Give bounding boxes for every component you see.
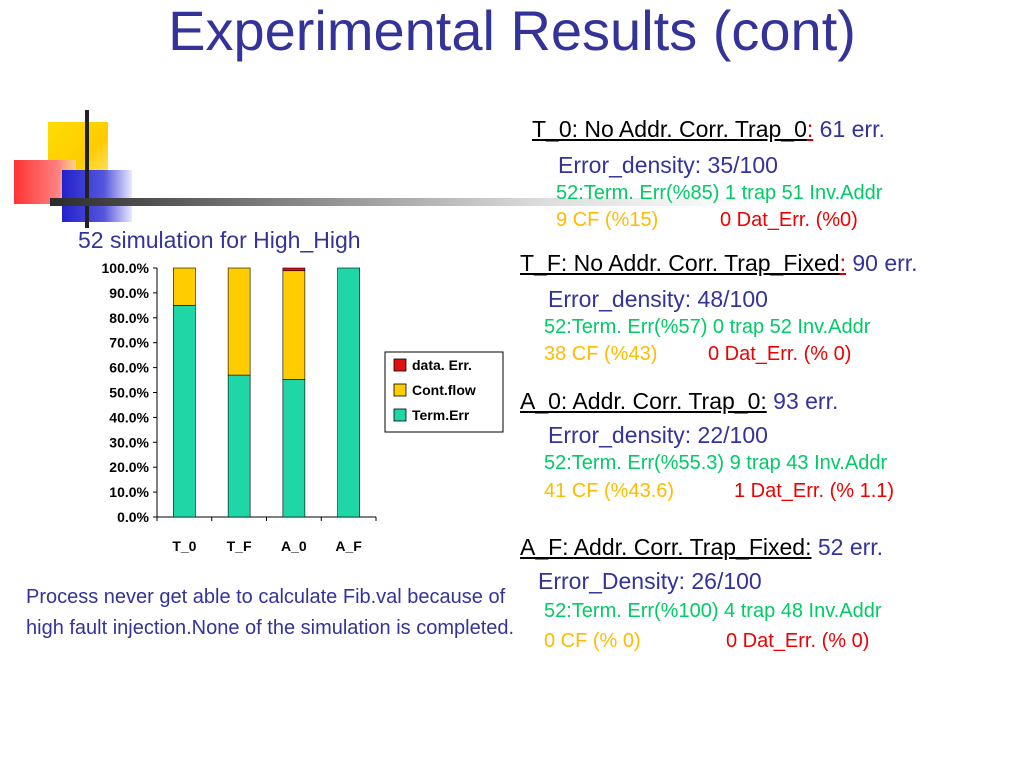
legend-swatch [393,358,407,372]
cf-value: 41 CF (%43.6) [544,480,675,502]
legend-label: data. Err. [412,357,472,373]
y-tick-label: 100.0% [102,260,150,276]
deco-vertical-line [85,110,89,228]
chart-caption: Process never get able to calculate Fib.… [26,586,515,639]
y-tick-label: 0.0% [117,509,149,525]
result-heading-line: A_F: Addr. Corr. Trap_Fixed: 52 err. [520,534,883,561]
y-tick-label: 40.0% [109,409,149,425]
dat-err-value: 1 Dat_Err. (% 1.1) [734,480,895,502]
plot-area: 0.0% 10.0% 20.0% 30.0% 40.0% 50.0% 60.0% 70.0% 8… [102,260,377,554]
bar-segment-term-err-a_0 [282,379,306,518]
result-heading-line: A_0: Addr. Corr. Trap_0: 93 err. [520,388,838,415]
bar-segment-cont-flow-t_f [227,267,251,376]
bar-segment-term-err-a_f [337,267,360,518]
y-tick-label: 80.0% [109,310,149,326]
y-tick-label: 90.0% [109,285,149,301]
chart-legend: data. Err. Cont.flow Term.Err [384,351,504,433]
legend-label: Term.Err [412,407,470,423]
error-density: Error_density: 22/100 [548,422,768,448]
y-tick-label: 50.0% [109,385,149,401]
error-density: Error_Density: 26/100 [538,568,762,594]
result-count: 52 err. [811,534,884,560]
dat-err-value: 0 Dat_Err. (% 0) [726,630,870,652]
dat-err-value: 0 Dat_Err. (% 0) [708,343,852,365]
x-tick-label: A_0 [281,538,307,554]
result-heading: T_F: No Addr. Corr. Trap_Fixed [520,250,840,276]
term-err-line: 52:Term. Err(%85) 1 trap 51 Inv.Addr [556,182,883,204]
result-heading: T_0: No Addr. Corr. Trap_0 [532,116,807,142]
y-tick-label: 30.0% [109,434,149,450]
bar-segment-data-err--a_0 [282,267,306,272]
bar-segment-term-err-t_0 [173,305,196,518]
dat-err-value: 0 Dat_Err. (%0) [720,209,858,231]
error-density: Error_density: 48/100 [548,286,768,312]
y-tick-label: 10.0% [109,484,149,500]
result-heading-line: T_0: No Addr. Corr. Trap_0: 61 err. [532,116,885,143]
result-count: 90 err. [845,250,918,276]
error-density: Error_density: 35/100 [558,152,778,178]
result-heading: A_F: Addr. Corr. Trap_Fixed: [520,534,812,560]
cf-value: 0 CF (% 0) [544,630,641,652]
result-colon: : [839,250,846,276]
chart-title: 52 simulation for High_High [78,227,361,253]
legend-swatch [393,383,407,397]
result-heading-line: T_F: No Addr. Corr. Trap_Fixed: 90 err. [520,250,918,277]
term-err-line: 52:Term. Err(%100) 4 trap 48 Inv.Addr [544,600,882,622]
y-tick-label: 70.0% [109,335,149,351]
result-count: 93 err. [766,388,839,414]
legend-swatch [393,408,407,422]
deco-blue-square [62,170,132,222]
cf-value: 9 CF (%15) [556,209,659,231]
bar-segment-cont-flow-a_0 [282,270,306,380]
term-err-line: 52:Term. Err(%57) 0 trap 52 Inv.Addr [544,316,871,338]
result-count: 61 err. [813,116,885,142]
bar-segment-term-err-t_f [227,374,251,518]
y-tick-label: 60.0% [109,360,149,376]
term-err-line: 52:Term. Err(%55.3) 9 trap 43 Inv.Addr [544,452,888,474]
y-tick-label: 20.0% [109,459,149,475]
bar-segment-cont-flow-t_0 [173,267,196,306]
title-underline-bar [50,198,750,206]
x-tick-label: A_F [335,538,362,554]
x-tick-label: T_F [227,538,252,554]
result-colon: : [806,116,814,142]
cf-value: 38 CF (%43) [544,343,658,365]
slide-title: Experimental Results (cont) [168,0,856,62]
result-heading: A_0: Addr. Corr. Trap_0: [520,388,767,414]
legend-label: Cont.flow [412,382,476,398]
x-tick-label: T_0 [172,538,196,554]
